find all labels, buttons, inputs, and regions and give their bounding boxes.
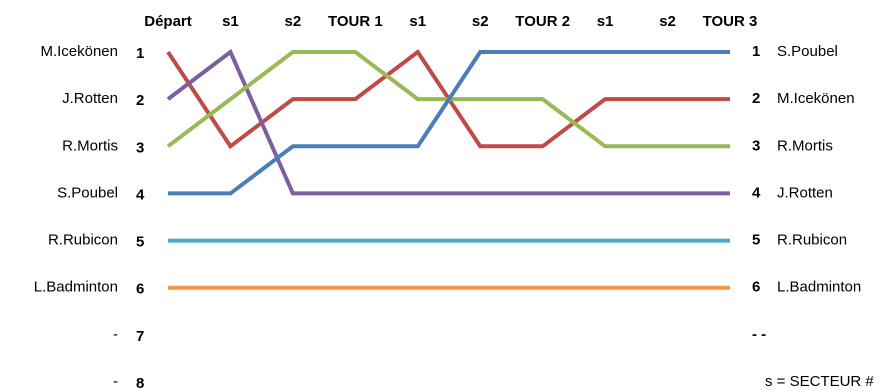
series-line xyxy=(168,50,730,196)
x-tick-label: s2 xyxy=(472,13,489,30)
x-tick-label: s2 xyxy=(285,13,302,30)
y-tick-label: 5 xyxy=(136,234,144,251)
right-name: S.Poubel xyxy=(777,43,838,60)
left-name: J.Rotten xyxy=(62,90,118,107)
right-rank: 2 xyxy=(752,90,760,107)
y-tick-label: 4 xyxy=(136,186,145,203)
left-name: R.Mortis xyxy=(62,137,118,154)
right-rank: 3 xyxy=(752,137,760,154)
right-name: J.Rotten xyxy=(777,184,833,201)
x-tick-label: s2 xyxy=(659,13,676,30)
y-tick-label: 8 xyxy=(136,375,144,391)
right-rank: 4 xyxy=(752,184,761,201)
right-name: M.Icekönen xyxy=(777,90,855,107)
y-tick-label: 6 xyxy=(136,281,144,298)
y-tick-label: 3 xyxy=(136,139,144,156)
y-tick-label: 1 xyxy=(136,45,144,62)
right-rank: 1 xyxy=(752,43,760,60)
x-tick-label: s1 xyxy=(409,13,426,30)
x-tick-label: s1 xyxy=(222,13,239,30)
left-name: M.Icekönen xyxy=(40,43,118,60)
left-name: - xyxy=(113,373,118,390)
right-name: R.Mortis xyxy=(777,137,833,154)
right-name: L.Badminton xyxy=(777,279,861,296)
note: s = SECTEUR # xyxy=(765,373,874,390)
x-tick-label: Départ xyxy=(144,13,192,30)
left-name: S.Poubel xyxy=(57,184,118,201)
y-tick-label: 2 xyxy=(136,92,144,109)
left-name: - xyxy=(113,326,118,343)
x-tick-label: TOUR 1 xyxy=(328,13,383,30)
left-name: L.Badminton xyxy=(34,279,118,296)
right-name: - - xyxy=(752,326,766,343)
series-line xyxy=(166,48,730,196)
x-tick-label: TOUR 2 xyxy=(515,13,570,30)
right-rank: 5 xyxy=(752,232,760,249)
right-name: R.Rubicon xyxy=(777,232,847,249)
left-name: R.Rubicon xyxy=(48,232,118,249)
y-tick-label: 7 xyxy=(136,328,144,345)
right-rank: 6 xyxy=(752,279,760,296)
x-tick-label: s1 xyxy=(597,13,614,30)
x-tick-label: TOUR 3 xyxy=(703,13,758,30)
